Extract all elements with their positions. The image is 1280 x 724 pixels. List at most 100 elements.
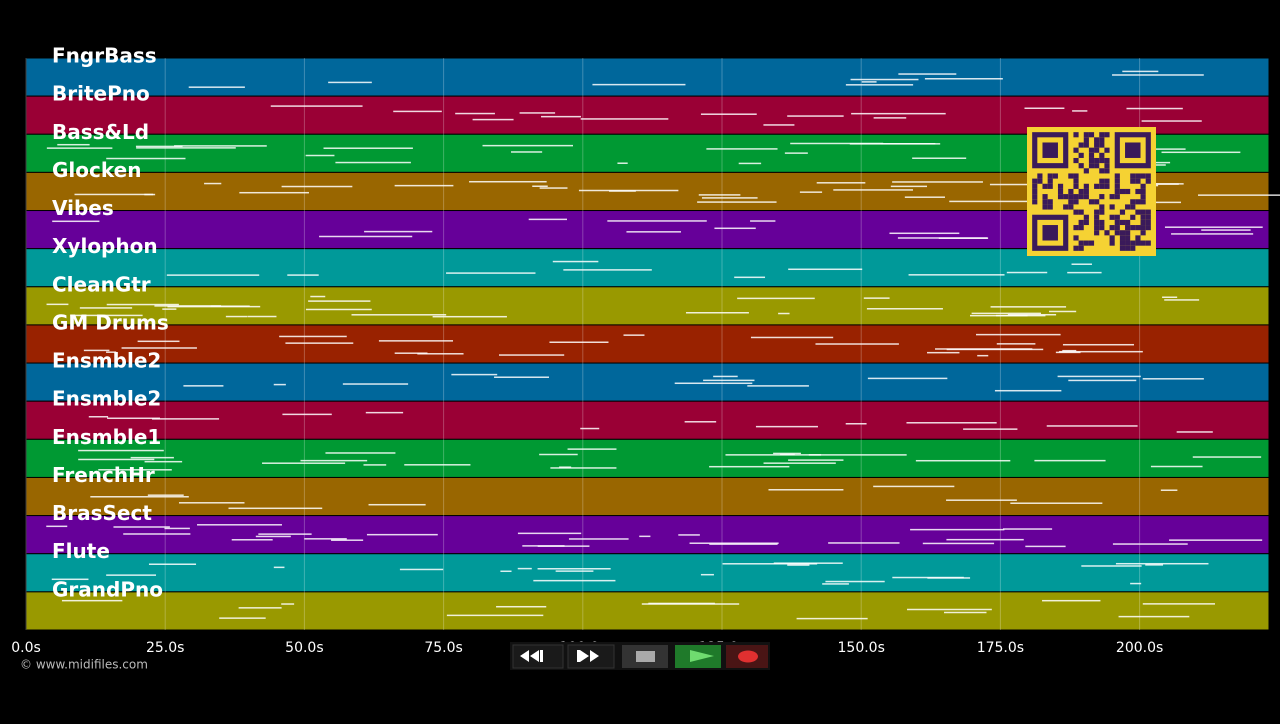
note (678, 534, 700, 536)
note (1164, 299, 1200, 301)
note (684, 421, 717, 423)
note (451, 373, 498, 376)
note (1145, 564, 1164, 566)
record-button[interactable] (726, 645, 768, 668)
note (578, 189, 679, 192)
note (270, 105, 363, 107)
note (738, 162, 762, 165)
note (364, 230, 433, 233)
x-tick-label: 75.0s (424, 640, 462, 656)
note (912, 157, 967, 159)
note (528, 218, 567, 221)
note (305, 154, 335, 157)
track-band (25, 591, 1270, 631)
note (517, 532, 582, 535)
note (319, 235, 413, 238)
note (164, 527, 190, 530)
note (963, 428, 1018, 430)
track-band (25, 476, 1270, 517)
rewind-button[interactable] (512, 644, 564, 669)
note (946, 538, 1024, 541)
note (910, 528, 1005, 531)
note (849, 143, 941, 145)
note (815, 343, 899, 345)
note (674, 382, 753, 385)
note (750, 336, 834, 339)
note (935, 348, 1033, 350)
note (713, 375, 738, 378)
note (342, 383, 409, 385)
note (927, 351, 960, 354)
note (154, 305, 222, 307)
note (816, 182, 866, 184)
note (639, 535, 651, 538)
track-band (25, 438, 1270, 478)
note (88, 416, 109, 418)
note (1122, 70, 1159, 73)
track-label: BritePno (52, 82, 150, 106)
note (1192, 456, 1262, 458)
note (773, 452, 801, 455)
note (500, 570, 512, 573)
note (107, 417, 160, 420)
note (147, 494, 184, 496)
note (46, 147, 113, 149)
note (78, 458, 155, 461)
note (539, 187, 568, 189)
note (892, 576, 964, 579)
note (617, 162, 628, 164)
note (281, 185, 353, 188)
note (1160, 489, 1178, 491)
note (808, 454, 907, 456)
note (178, 502, 245, 504)
note (174, 145, 267, 147)
note (183, 385, 224, 387)
note (394, 352, 428, 354)
note (890, 185, 928, 188)
note (845, 84, 914, 86)
note (725, 454, 822, 456)
note (482, 144, 574, 147)
note (258, 533, 312, 535)
note (833, 189, 913, 191)
note (279, 335, 347, 338)
note (946, 499, 1017, 501)
note (61, 599, 123, 602)
track-label: Glocken (52, 158, 141, 182)
note (971, 312, 1041, 315)
note (1164, 226, 1263, 228)
note (700, 113, 757, 115)
note (1010, 502, 1103, 504)
note (996, 343, 1036, 345)
note (537, 568, 611, 570)
play-button[interactable] (675, 645, 721, 668)
note (623, 334, 645, 336)
note (697, 201, 777, 203)
note (305, 308, 372, 311)
note (1049, 310, 1077, 313)
forward-button[interactable] (567, 644, 615, 669)
note (799, 191, 823, 193)
note (98, 469, 172, 471)
note (541, 115, 581, 118)
note (335, 161, 411, 164)
note (90, 496, 189, 498)
note (1067, 271, 1102, 274)
note (1046, 425, 1138, 427)
note (121, 347, 197, 349)
controls (510, 642, 770, 670)
track-label: GrandPno (52, 577, 163, 601)
stop-button[interactable] (622, 645, 668, 668)
note (310, 295, 326, 298)
note (763, 124, 795, 126)
track-label: CleanGtr (52, 272, 151, 296)
note (210, 305, 250, 307)
note (1006, 271, 1048, 274)
note (123, 533, 191, 535)
note (399, 568, 444, 571)
note (78, 449, 164, 452)
note (580, 427, 600, 430)
note (1034, 459, 1106, 462)
note (328, 81, 372, 84)
track-band (25, 515, 1270, 555)
